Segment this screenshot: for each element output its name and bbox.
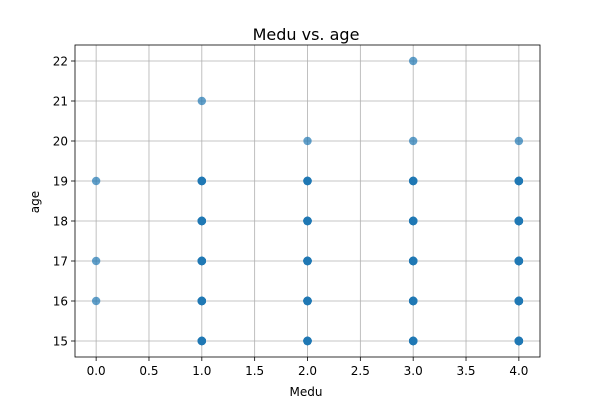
data-point xyxy=(408,136,418,146)
y-tick-label: 16 xyxy=(53,295,68,309)
data-point xyxy=(303,216,312,226)
x-tick-label: 4.0 xyxy=(509,364,528,378)
x-tick-label: 3.5 xyxy=(456,364,475,378)
data-point xyxy=(514,296,524,306)
y-tick-label: 22 xyxy=(53,55,68,69)
x-axis-label: Medu xyxy=(290,385,323,399)
data-point xyxy=(408,176,418,186)
data-point xyxy=(408,296,418,306)
data-points xyxy=(91,56,524,346)
y-axis-label: age xyxy=(28,191,42,213)
data-point xyxy=(408,256,418,266)
x-tick-label: 0.0 xyxy=(87,364,106,378)
data-point xyxy=(303,256,312,266)
data-point xyxy=(303,136,312,146)
data-point xyxy=(197,216,207,226)
axis-ticks: 0.0 0.5 1.0 1.5 2.0 2.5 3.0 3.5 4.0 15 16 17 18 19 20 2… xyxy=(53,55,529,379)
data-point xyxy=(197,336,207,346)
data-point xyxy=(197,96,207,106)
data-point xyxy=(408,336,418,346)
y-tick-label: 15 xyxy=(53,335,68,349)
data-point xyxy=(303,296,312,306)
y-tick-label: 17 xyxy=(53,255,68,269)
data-point xyxy=(408,216,418,226)
y-tick-label: 20 xyxy=(53,135,68,149)
data-point xyxy=(514,136,524,146)
x-tick-label: 0.5 xyxy=(139,364,158,378)
data-point xyxy=(303,336,312,346)
y-tick-label: 21 xyxy=(53,95,68,109)
data-point xyxy=(514,336,524,346)
x-tick-label: 1.0 xyxy=(192,364,211,378)
data-point xyxy=(197,176,207,186)
data-point xyxy=(408,56,418,66)
data-point xyxy=(514,216,524,226)
data-point xyxy=(197,256,207,266)
x-tick-label: 2.0 xyxy=(298,364,317,378)
data-point xyxy=(91,296,101,306)
data-point xyxy=(514,256,524,266)
x-tick-label: 1.5 xyxy=(245,364,264,378)
y-tick-label: 18 xyxy=(53,215,68,229)
data-point xyxy=(91,256,101,266)
chart-title: Medu vs. age xyxy=(253,25,360,44)
data-point xyxy=(197,296,207,306)
data-point xyxy=(91,176,101,186)
data-point xyxy=(514,176,524,186)
x-tick-label: 3.0 xyxy=(404,364,423,378)
x-tick-label: 2.5 xyxy=(351,364,370,378)
y-tick-label: 19 xyxy=(53,175,68,189)
data-point xyxy=(303,176,312,186)
